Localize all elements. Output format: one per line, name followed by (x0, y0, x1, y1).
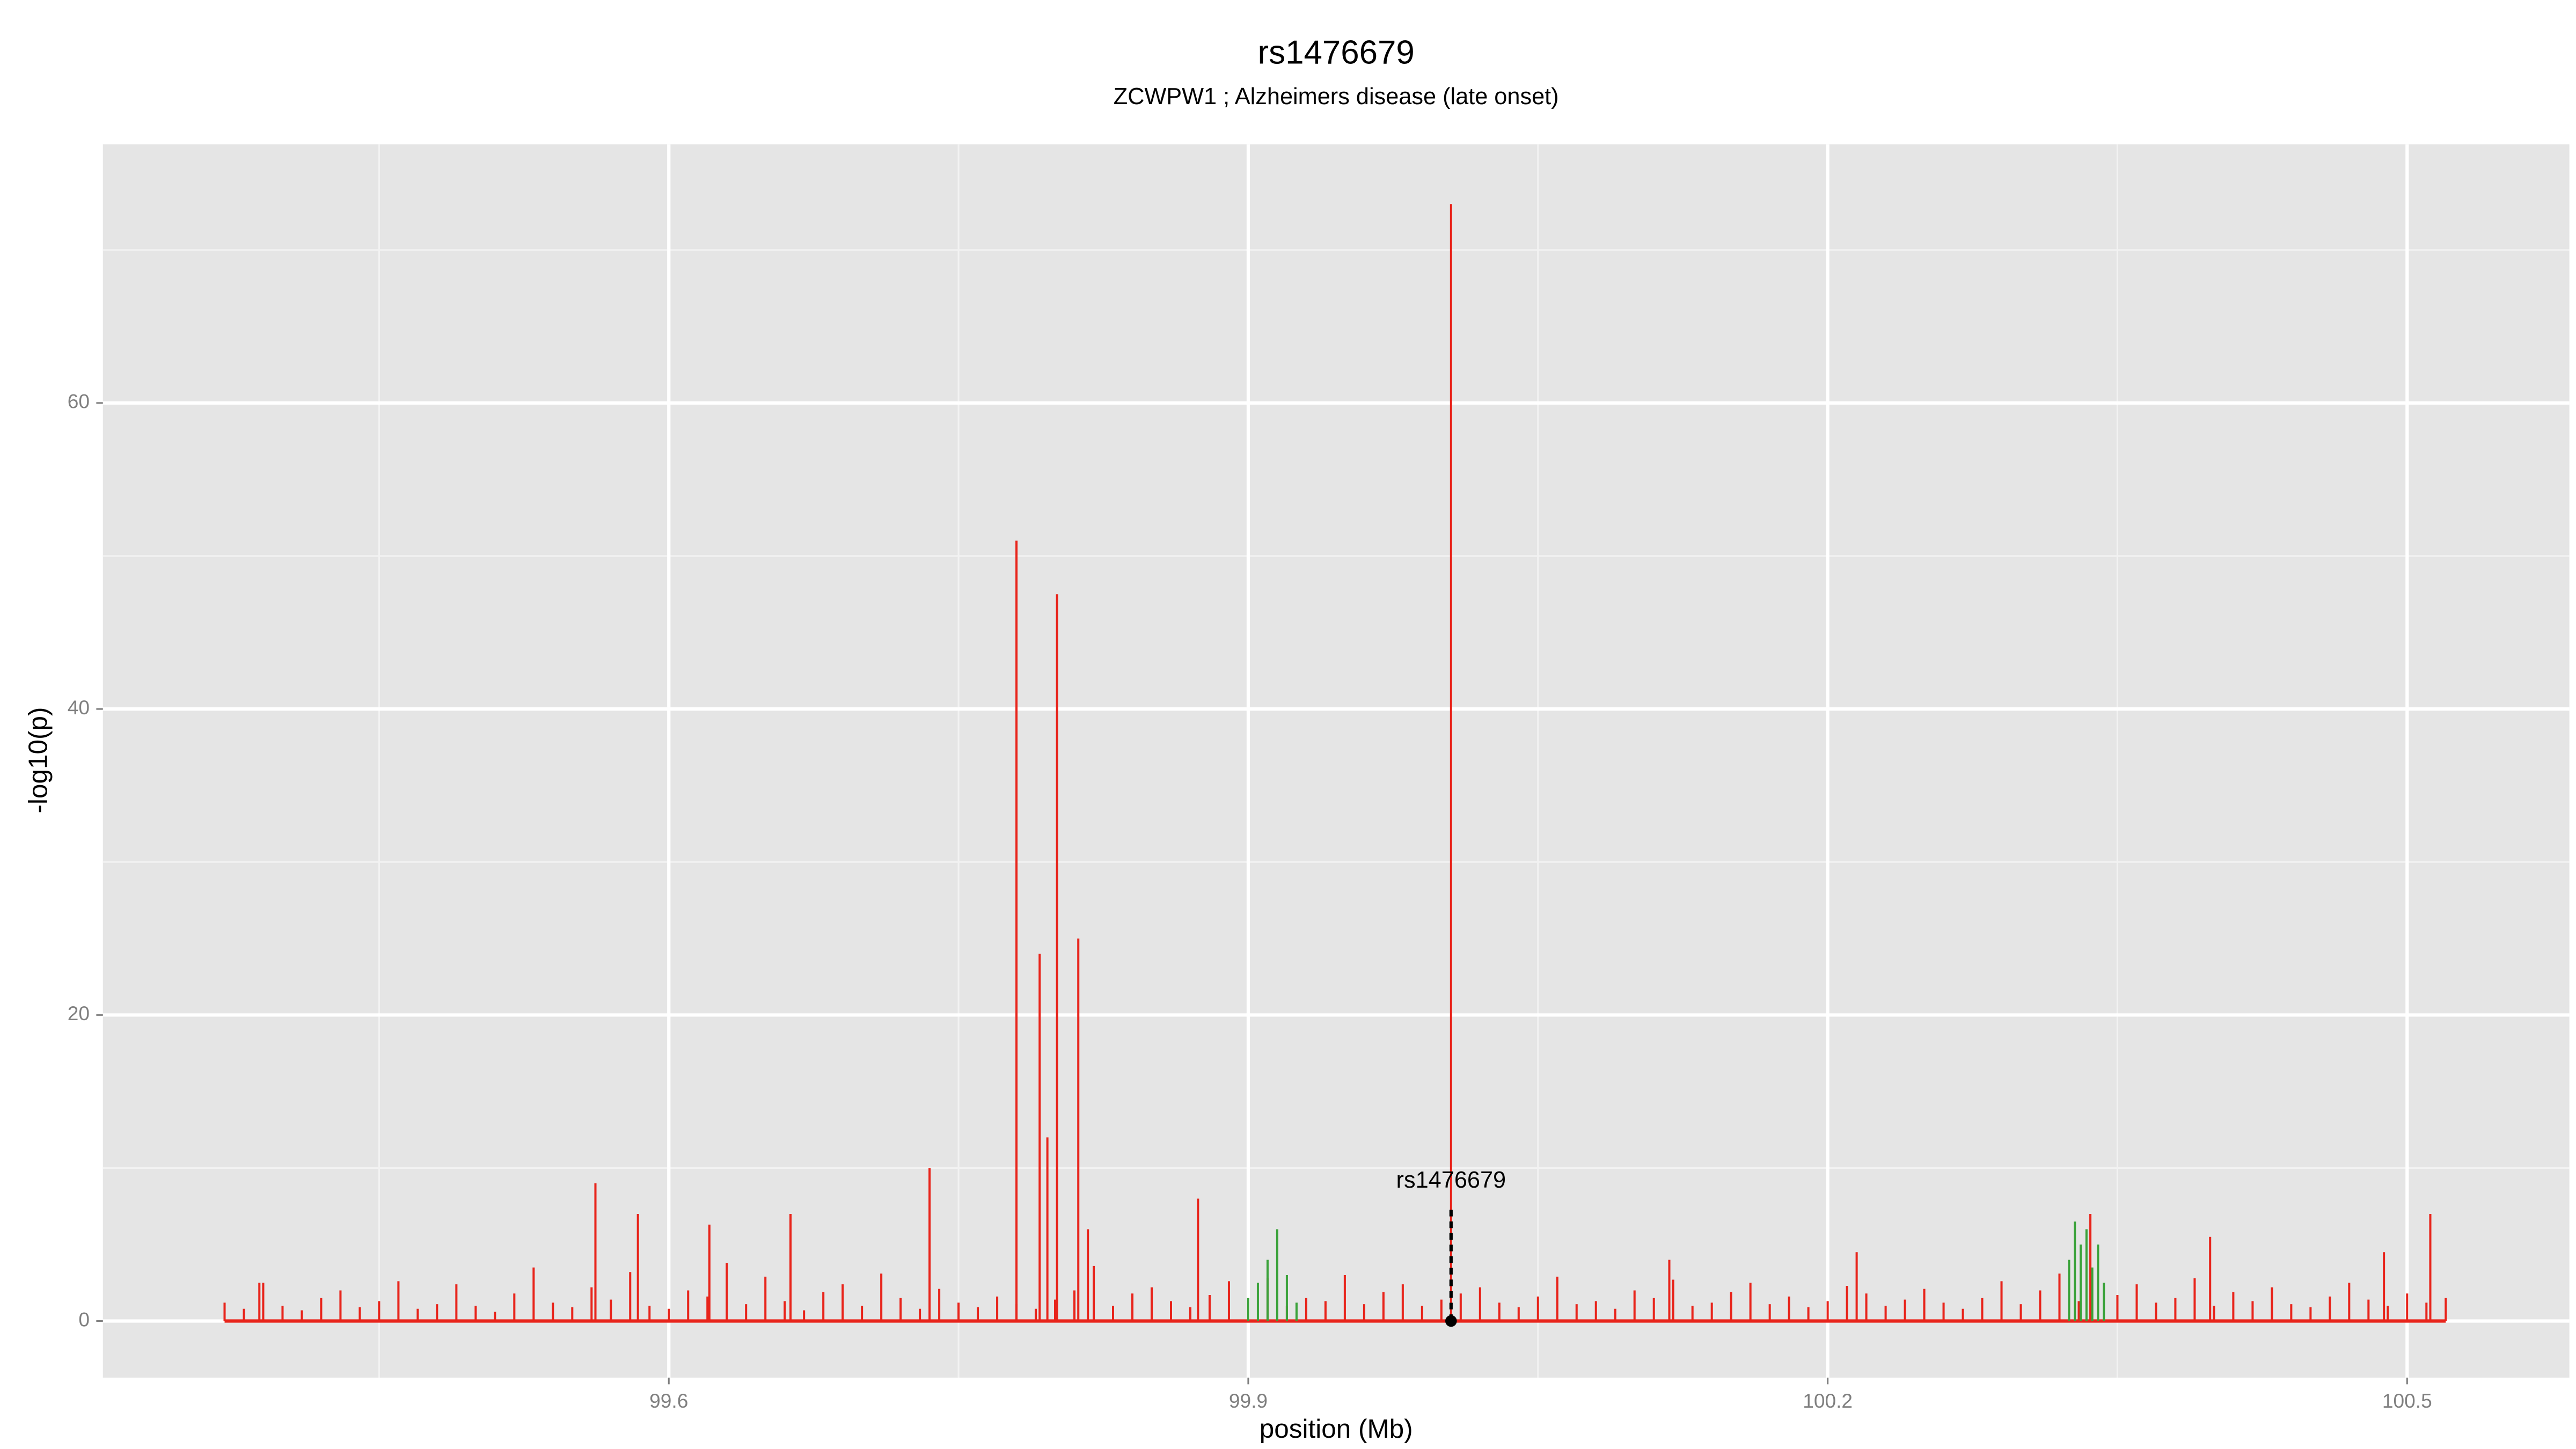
y-tick-label: 0 (78, 1308, 90, 1330)
chart-title: rs1476679 (1258, 34, 1415, 71)
x-tick-label: 100.5 (2382, 1389, 2432, 1412)
x-axis-label: position (Mb) (1260, 1414, 1413, 1444)
annotation-point (1445, 1315, 1457, 1327)
x-tick-label: 99.6 (649, 1389, 688, 1412)
y-tick-label: 40 (68, 696, 90, 719)
y-tick-label: 60 (68, 390, 90, 413)
plot-panel (103, 144, 2570, 1378)
annotation-label: rs1476679 (1396, 1167, 1506, 1193)
y-tick-label: 20 (68, 1002, 90, 1024)
x-tick-label: 99.9 (1229, 1389, 1268, 1412)
chart-subtitle: ZCWPW1 ; Alzheimers disease (late onset) (1114, 84, 1559, 109)
y-axis-label: -log10(p) (23, 707, 53, 814)
x-tick-label: 100.2 (1803, 1389, 1853, 1412)
